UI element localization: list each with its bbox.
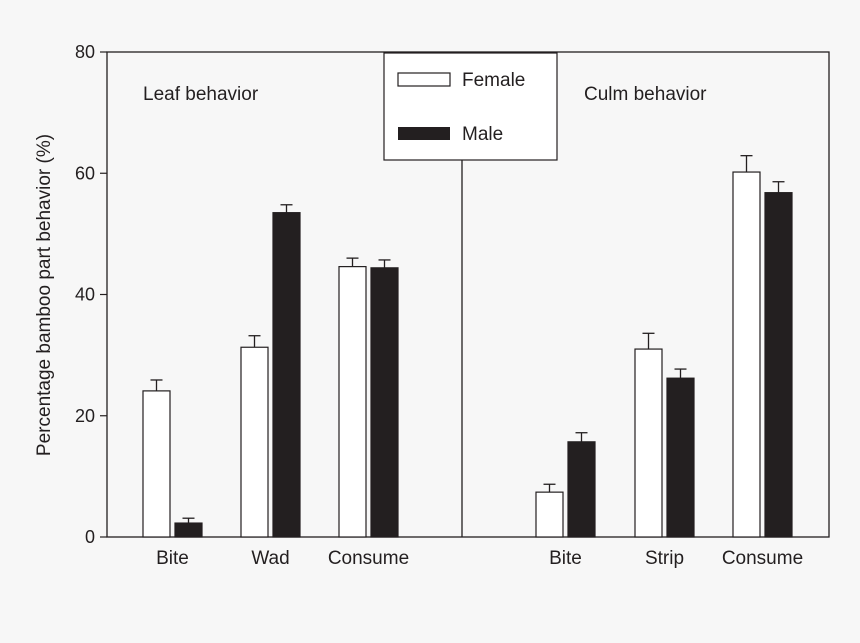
- legend-swatch-female: [397, 72, 451, 87]
- x-tick-label: Wad: [251, 548, 289, 569]
- y-axis-label: Percentage bamboo part behavior (%): [34, 134, 55, 456]
- x-tick-label: Consume: [328, 548, 409, 569]
- bar-female: [240, 346, 269, 538]
- panel-title-leaf: Leaf behavior: [143, 84, 259, 105]
- bar-male: [666, 377, 695, 538]
- legend: Female Male: [383, 52, 558, 161]
- y-tick-label: 20: [75, 406, 95, 426]
- y-tick-label: 40: [75, 285, 95, 305]
- bar-female: [338, 266, 367, 538]
- y-tick-label: 80: [75, 42, 95, 62]
- bar-male: [370, 267, 399, 538]
- bar-female: [634, 348, 663, 538]
- bar-female: [732, 171, 761, 538]
- bar-female: [142, 390, 171, 538]
- legend-swatch-male: [398, 127, 450, 140]
- x-tick-label: Consume: [722, 548, 803, 569]
- bar-male: [567, 441, 596, 538]
- legend-label-male: Male: [462, 124, 503, 145]
- x-tick-label: Bite: [549, 548, 582, 569]
- x-tick-label: Bite: [156, 548, 189, 569]
- x-tick-label: Strip: [645, 548, 684, 569]
- bar-male: [272, 212, 301, 538]
- bar-male: [174, 522, 203, 538]
- bar-female: [535, 491, 564, 538]
- panel-title-culm: Culm behavior: [584, 84, 707, 105]
- y-tick-label: 0: [85, 527, 95, 547]
- bar-male: [764, 192, 793, 538]
- y-tick-label: 60: [75, 163, 95, 183]
- legend-label-female: Female: [462, 70, 525, 91]
